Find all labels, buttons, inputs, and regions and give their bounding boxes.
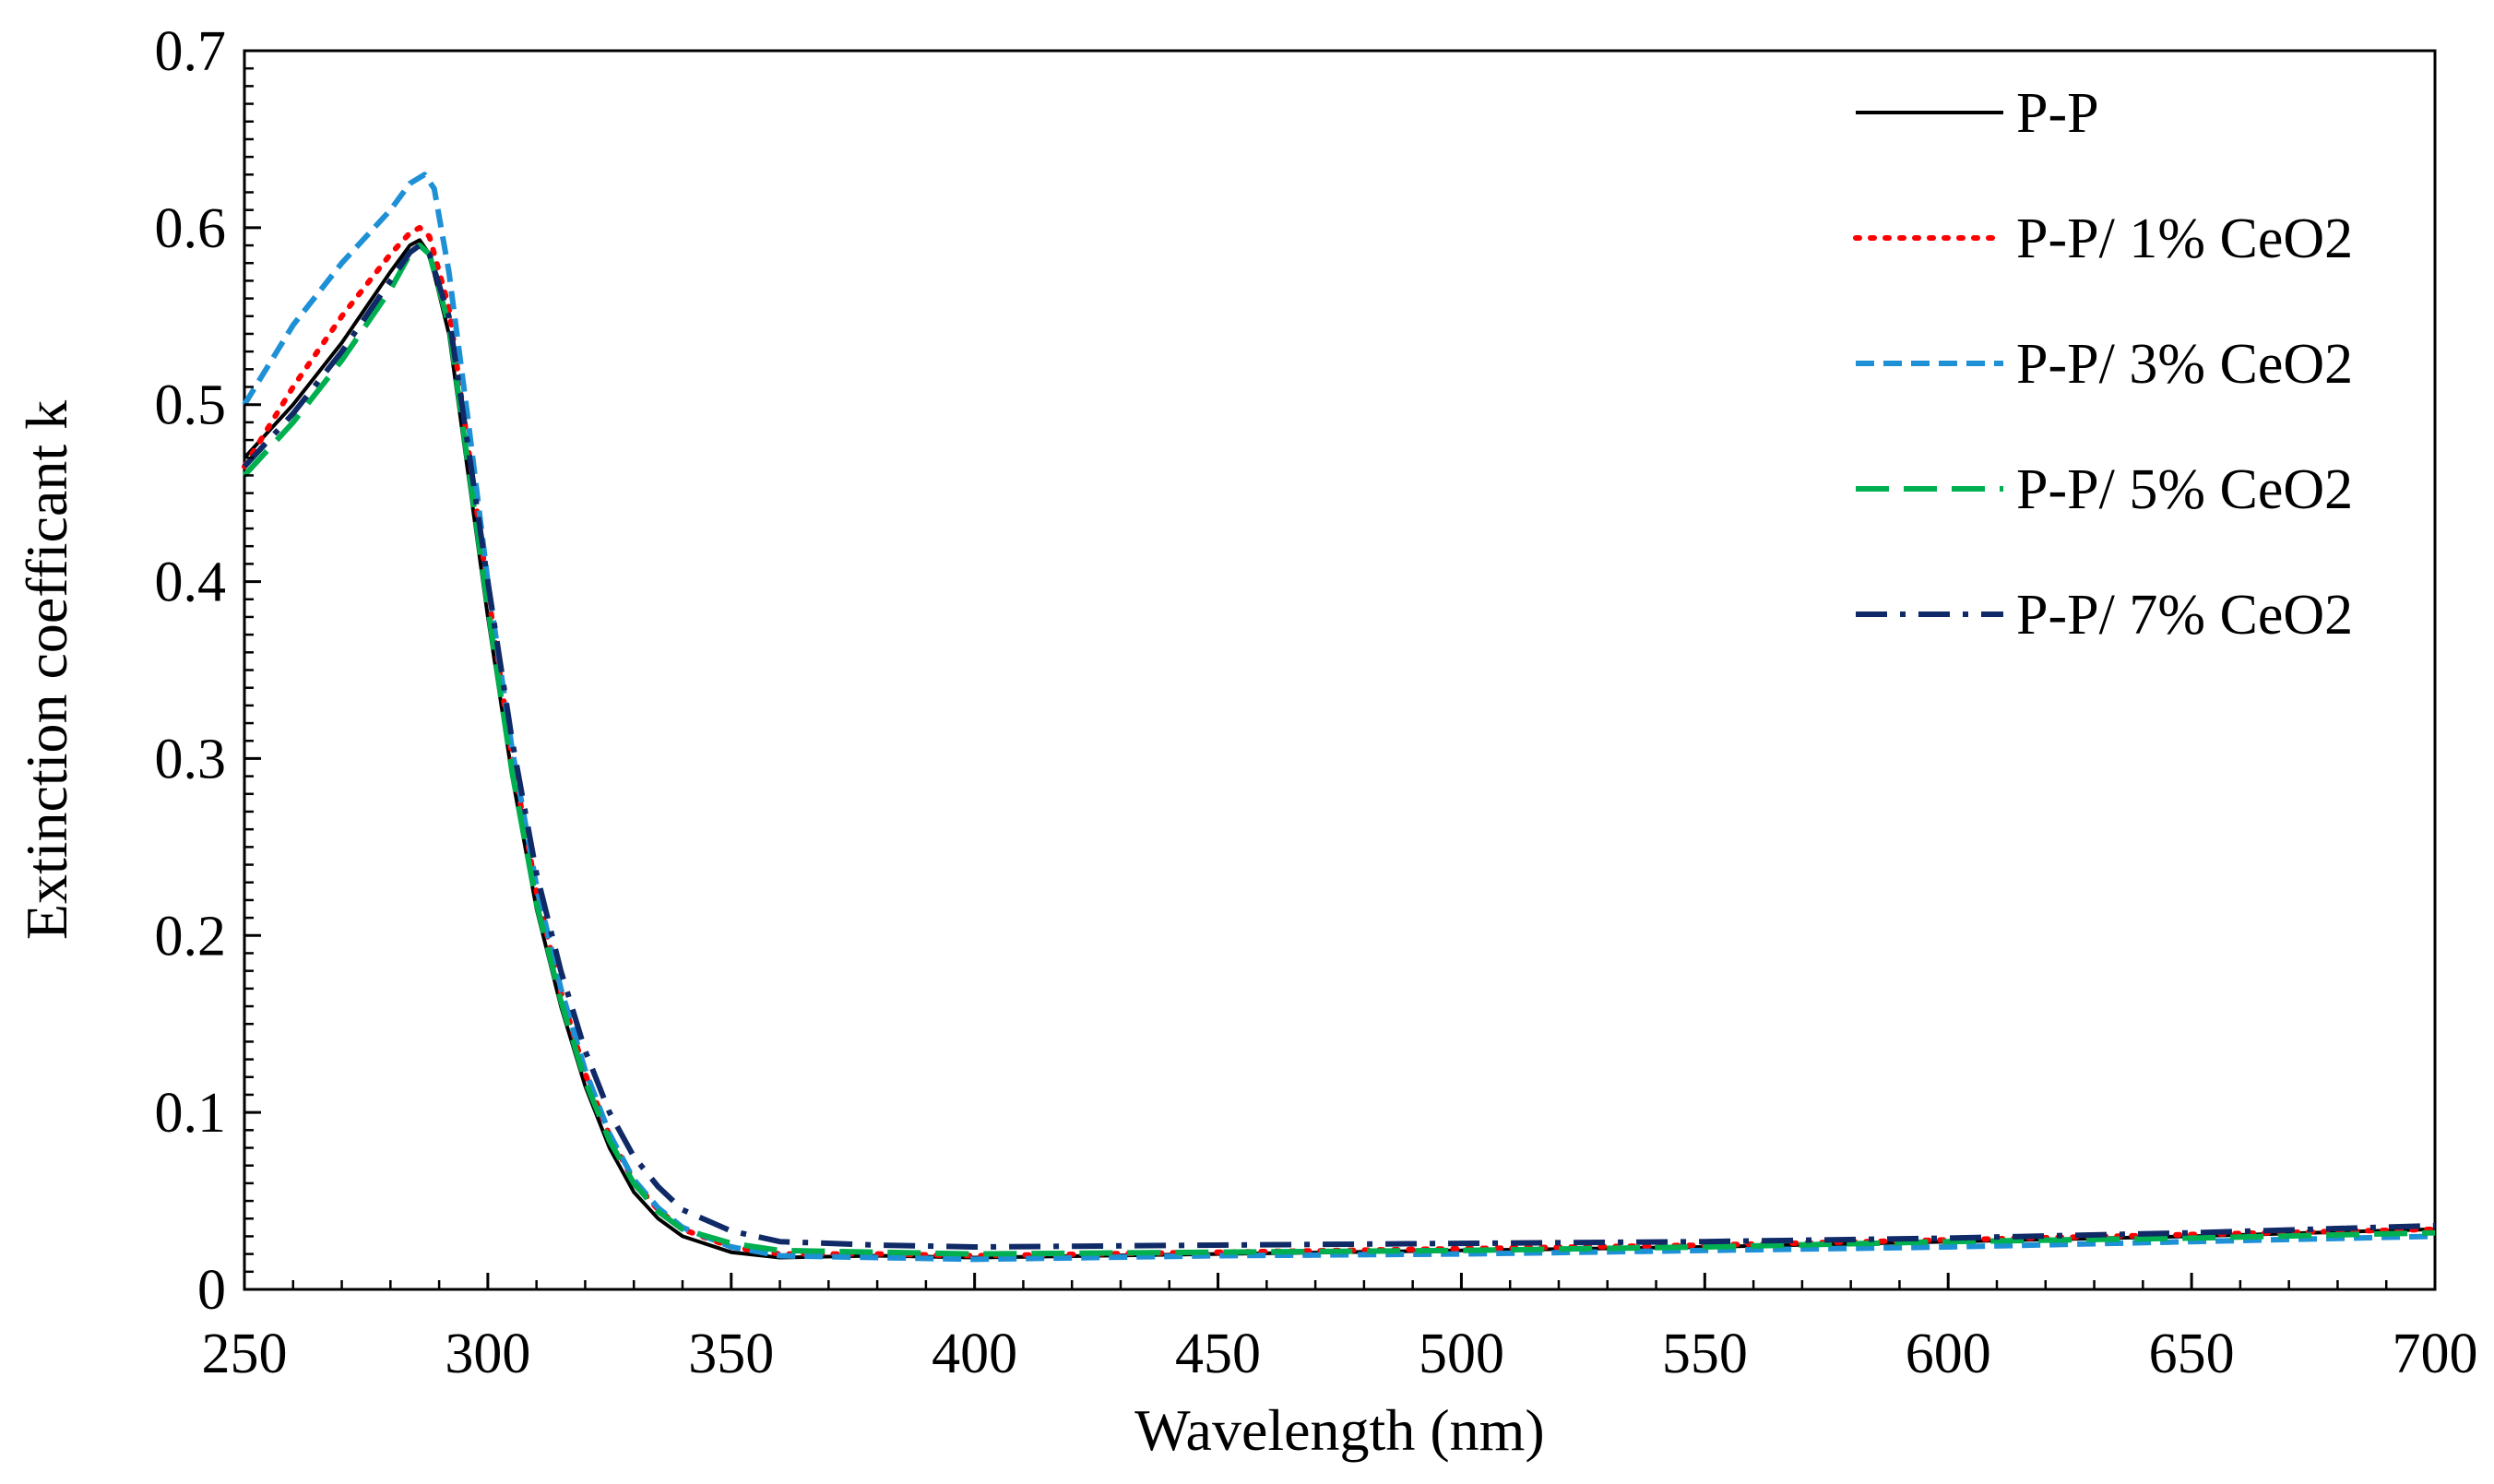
x-tick-label: 600 <box>1906 1323 1991 1385</box>
legend-label: P-P/ 7% CeO2 <box>2016 584 2353 647</box>
x-tick-label: 700 <box>2393 1323 2478 1385</box>
series-line-p-p-5-ceo2 <box>242 243 2436 1257</box>
series-line-p-p-7-ceo2 <box>242 243 2436 1250</box>
y-tick-label: 0.3 <box>155 728 227 790</box>
x-tick-label: 550 <box>1662 1323 1748 1385</box>
y-tick-label: 0.4 <box>155 552 227 614</box>
y-tick-label: 0.2 <box>155 905 227 968</box>
x-tick-label: 350 <box>688 1323 774 1385</box>
x-tick-label: 300 <box>445 1323 530 1385</box>
series-lines <box>242 172 2438 1263</box>
x-tick-label: 250 <box>202 1323 288 1385</box>
legend-label: P-P <box>2016 82 2099 145</box>
x-tick-label: 500 <box>1419 1323 1504 1385</box>
y-tick-label: 0.6 <box>155 197 227 260</box>
x-axis-tick-labels: 250 300 350 400 450 500 550 600 650 700 <box>202 1323 2478 1385</box>
axis-ticks <box>243 49 2437 1291</box>
y-tick-label: 0.5 <box>155 374 227 437</box>
y-axis-title: Extinction coefficant k <box>14 400 79 940</box>
y-tick-label: 0 <box>197 1259 226 1322</box>
legend-label: P-P/ 1% CeO2 <box>2016 208 2353 270</box>
y-tick-label: 0.1 <box>155 1082 227 1145</box>
x-tick-label: 450 <box>1175 1323 1261 1385</box>
legend-label: P-P/ 3% CeO2 <box>2016 333 2353 396</box>
chart-legend: P-P P-P/ 1% CeO2 P-P/ 3% CeO2 P-P/ 5% CeO2 P… <box>1853 82 2353 647</box>
x-tick-label: 650 <box>2149 1323 2235 1385</box>
x-tick-label: 400 <box>932 1323 1017 1385</box>
y-tick-label: 0.7 <box>155 20 227 83</box>
series-line-p-p-3-ceo2 <box>242 172 2436 1263</box>
legend-label: P-P/ 5% CeO2 <box>2016 458 2353 521</box>
y-axis-tick-labels: 0 0.1 0.2 0.3 0.4 0.5 0.6 0.7 <box>155 20 227 1322</box>
x-axis-title: Wavelength (nm) <box>1134 1397 1544 1463</box>
